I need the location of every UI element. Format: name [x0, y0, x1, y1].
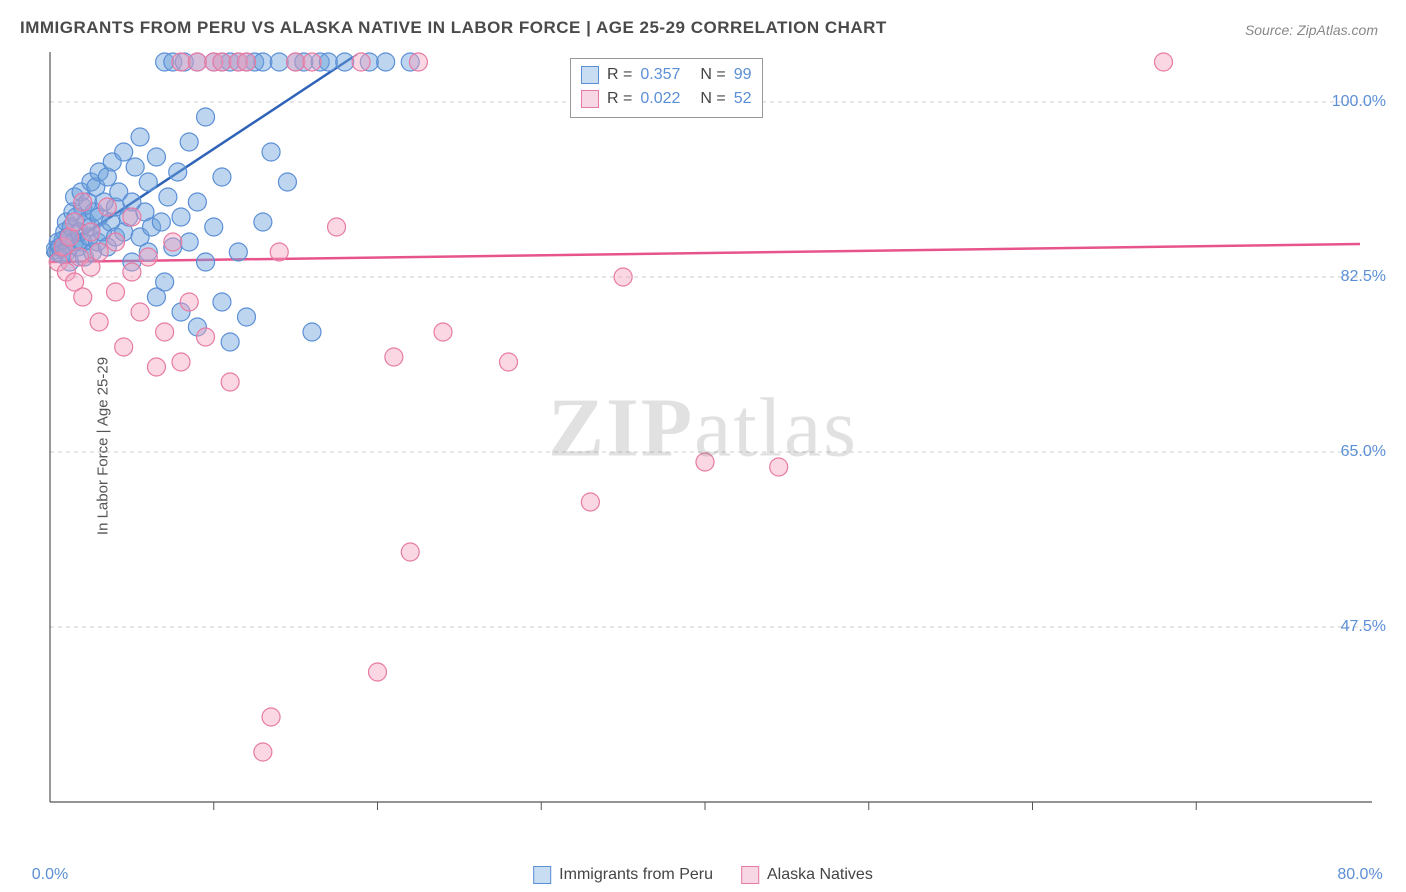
legend-swatch — [533, 866, 551, 884]
legend-swatch — [741, 866, 759, 884]
legend-r-label: R = — [607, 66, 632, 84]
legend-n-value: 52 — [734, 90, 752, 108]
legend-n-label: N = — [700, 90, 725, 108]
series-legend-label: Immigrants from Peru — [559, 866, 713, 884]
y-tick-label: 100.0% — [1332, 93, 1386, 111]
x-tick-label: 0.0% — [32, 866, 68, 884]
stats-legend-row: R = 0.357 N = 99 — [581, 63, 752, 87]
series-legend-item: Alaska Natives — [741, 866, 873, 884]
legend-r-value: 0.357 — [640, 66, 680, 84]
legend-swatch — [581, 66, 599, 84]
source-value: ZipAtlas.com — [1297, 22, 1378, 38]
series-legend-label: Alaska Natives — [767, 866, 873, 884]
chart-title: IMMIGRANTS FROM PERU VS ALASKA NATIVE IN… — [20, 18, 887, 38]
y-tick-label: 82.5% — [1341, 268, 1386, 286]
legend-n-label: N = — [700, 66, 725, 84]
legend-r-value: 0.022 — [640, 90, 680, 108]
source-label: Source: — [1245, 22, 1297, 38]
stats-legend-row: R = 0.022 N = 52 — [581, 87, 752, 111]
legend-swatch — [581, 90, 599, 108]
stats-legend: R = 0.357 N = 99 R = 0.022 N = 52 — [570, 58, 763, 118]
y-tick-label: 65.0% — [1341, 443, 1386, 461]
source-attribution: Source: ZipAtlas.com — [1245, 22, 1378, 38]
legend-r-label: R = — [607, 90, 632, 108]
x-tick-label: 80.0% — [1337, 866, 1382, 884]
y-tick-label: 47.5% — [1341, 618, 1386, 636]
series-legend-item: Immigrants from Peru — [533, 866, 713, 884]
legend-n-value: 99 — [734, 66, 752, 84]
plot-area — [46, 52, 1376, 822]
correlation-chart: IMMIGRANTS FROM PERU VS ALASKA NATIVE IN… — [0, 0, 1406, 892]
series-legend: Immigrants from Peru Alaska Natives — [533, 866, 873, 884]
